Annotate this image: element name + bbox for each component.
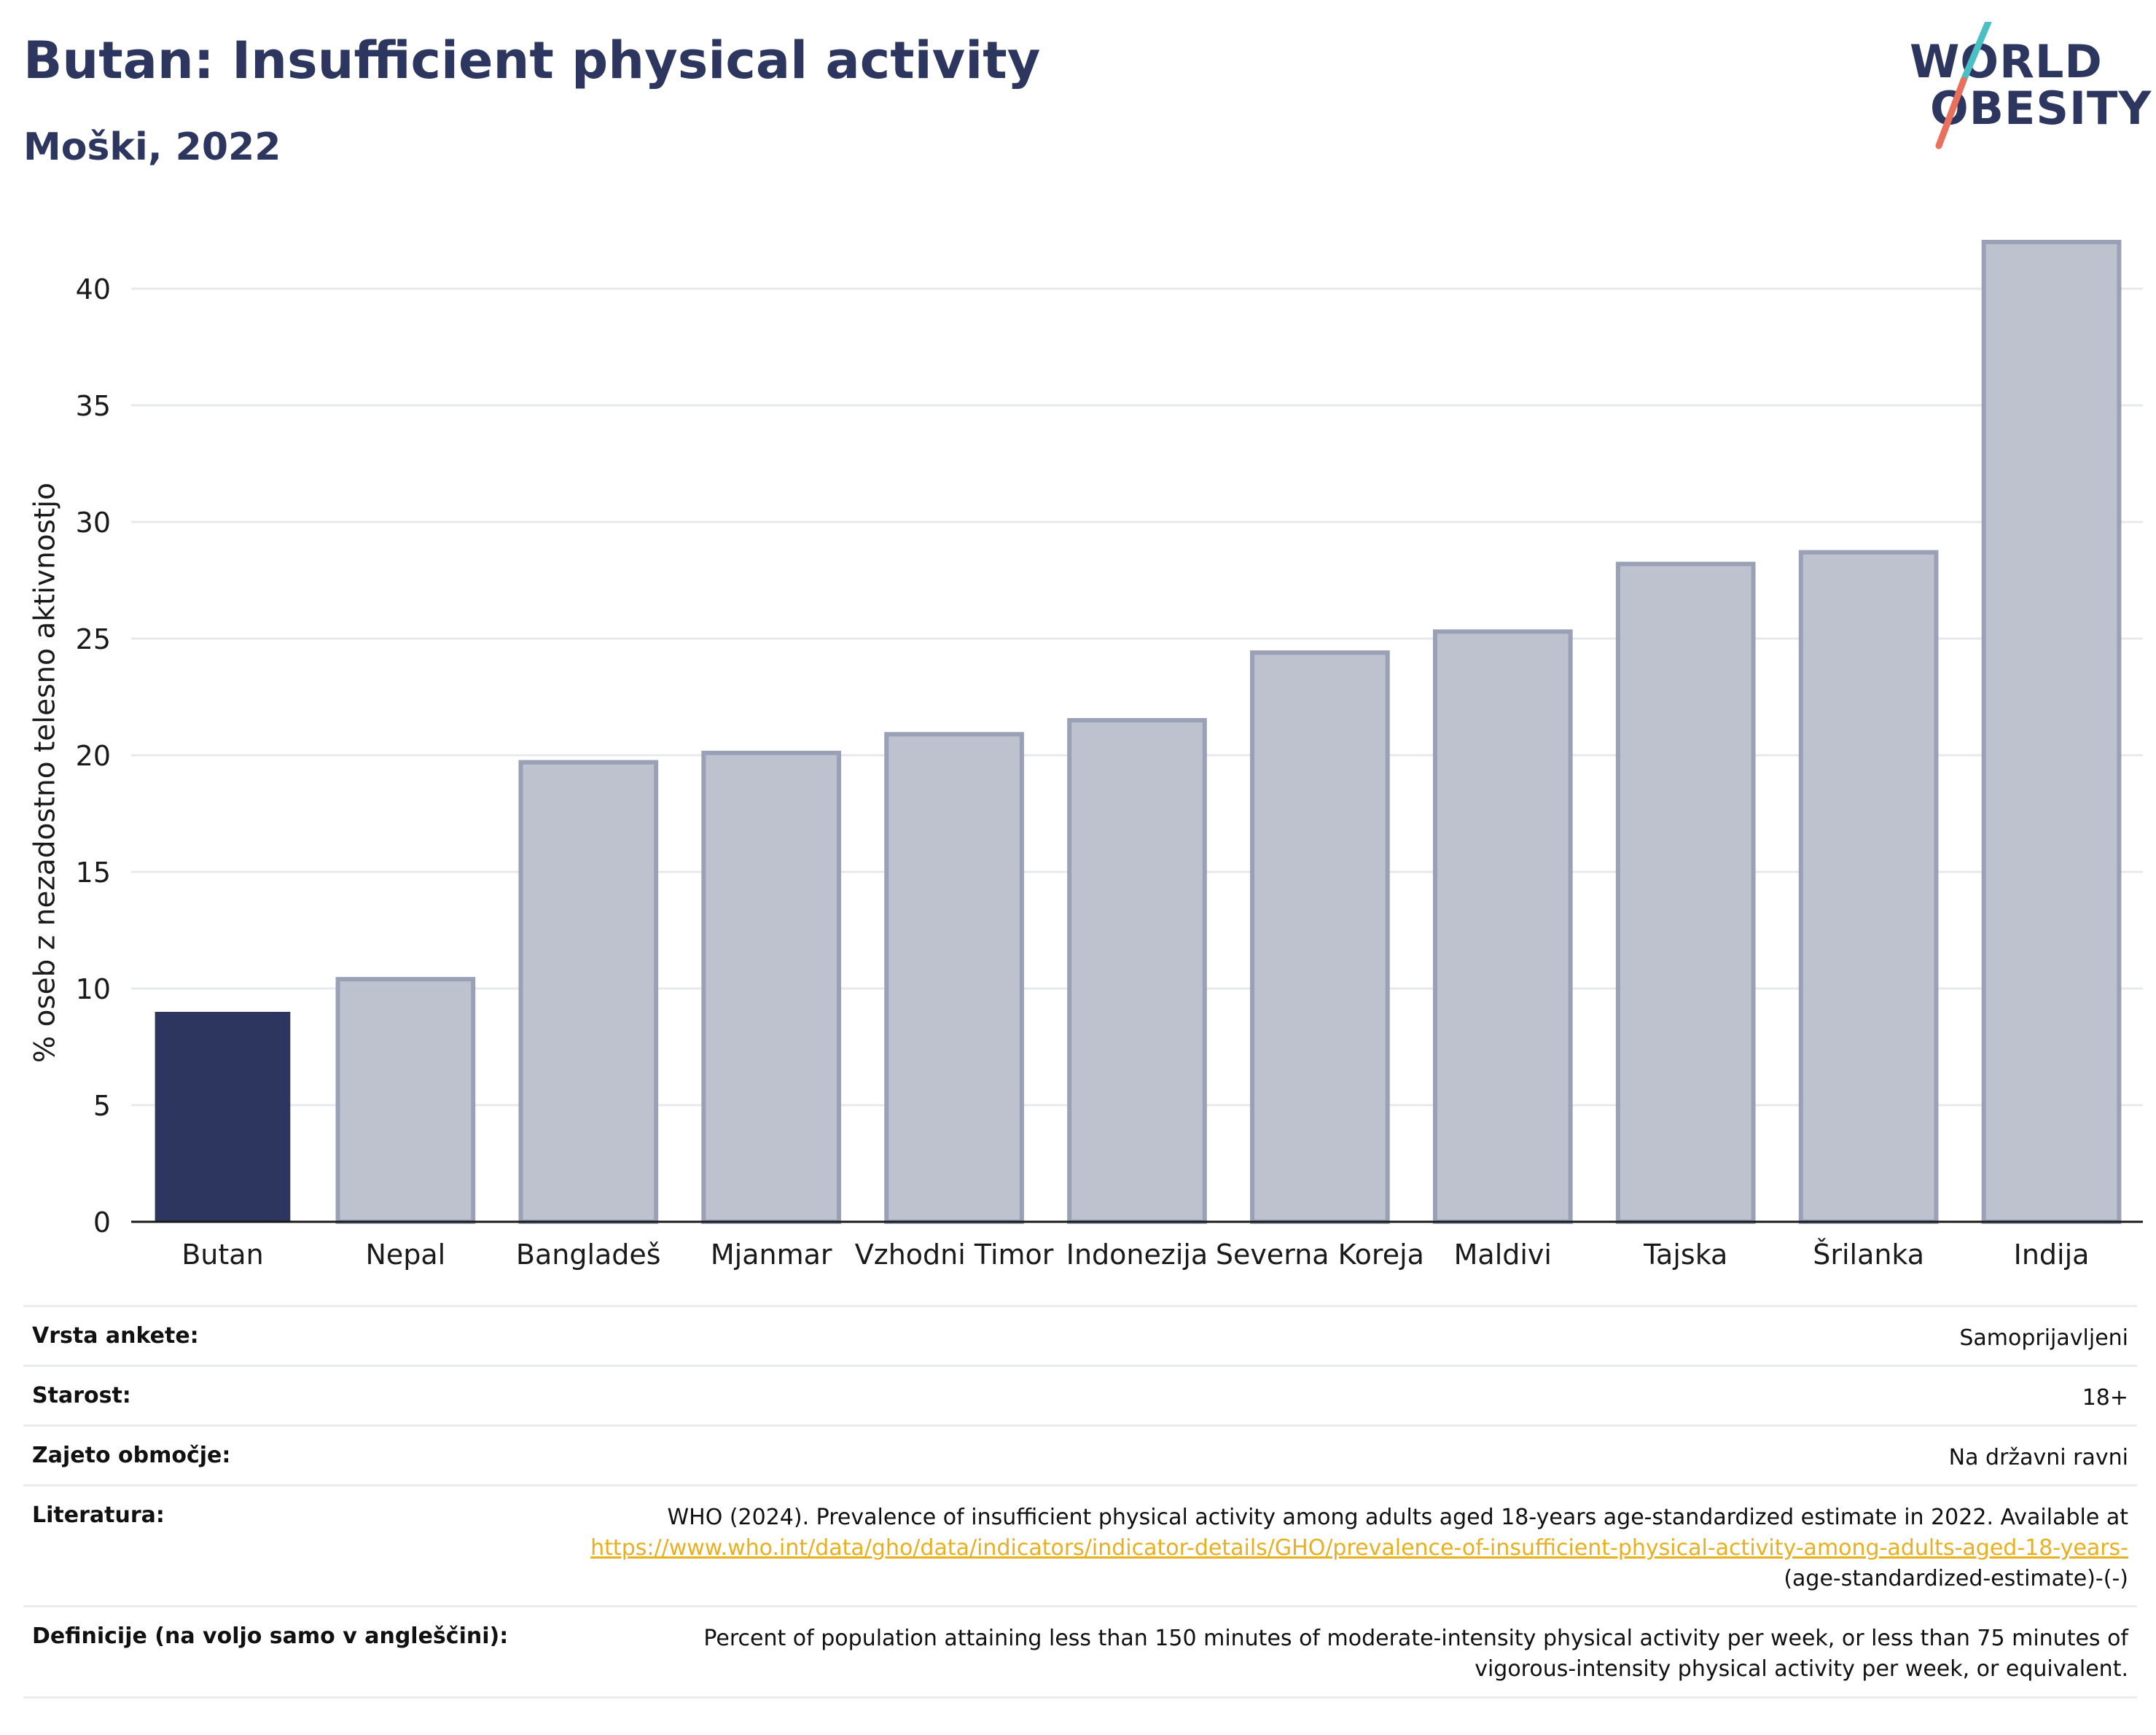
y-tick-label: 5 [93,1090,111,1122]
x-tick-label: Nepal [365,1239,445,1271]
reference-label: Literatura: [32,1502,165,1528]
info-table: Vrsta ankete: Samoprijavljeni Starost: 1… [23,1305,2137,1699]
x-tick-label: Šrilanka [1813,1239,1924,1271]
reference-tail: (age-standardized-estimate)-(-) [1784,1566,2128,1591]
survey-type-value: Samoprijavljeni [1959,1325,2128,1351]
bar [1981,240,2122,1224]
bar [1615,561,1756,1224]
info-row-age: Starost: 18+ [23,1365,2137,1424]
y-tick-label: 20 [76,740,111,772]
info-row-coverage: Zajeto območje: Na državni ravni [23,1424,2137,1484]
y-tick-label: 25 [76,623,111,655]
x-tick-label: Mjanmar [711,1239,832,1271]
bar [1432,629,1573,1224]
age-value: 18+ [2082,1385,2128,1411]
x-tick-label: Indonezija [1066,1239,1208,1271]
x-tick-label: Bangladeš [516,1239,661,1271]
reference-link[interactable]: https://www.who.int/data/gho/data/indica… [590,1535,2128,1561]
bar-highlight [155,1012,291,1222]
x-tick-label: Butan [181,1239,263,1271]
y-tick-label: 35 [76,390,111,422]
coverage-label: Zajeto območje: [32,1443,231,1468]
y-axis-label: % oseb z nezadostno telesno aktivnostjo [28,483,62,1063]
y-tick-label: 10 [76,973,111,1005]
logo-slash-icon [1935,22,1992,149]
bar [1250,650,1390,1224]
bar [335,977,476,1224]
logo-word-world: WORLD [1910,35,2103,88]
bar [518,760,659,1224]
chart-title: Butan: Insufficient physical activity [23,31,1041,90]
y-tick-label: 15 [76,857,111,889]
logo-word-obesity: OBESITY [1930,82,2152,135]
x-tick-label: Vzhodni Timor [855,1239,1054,1271]
info-row-survey-type: Vrsta ankete: Samoprijavljeni [23,1305,2137,1365]
definition-text: Percent of population attaining less tha… [703,1626,2128,1682]
bar-chart: 0 5 10 15 20 25 30 35 40 Butan Nepal Bangladeš Mjanm… [76,240,2143,1271]
reference-text: WHO (2024). Prevalence of insufficient p… [667,1505,2128,1530]
x-tick-label: Tajska [1643,1239,1727,1271]
bar [701,750,842,1225]
x-tick-label: Severna Koreja [1216,1239,1424,1271]
bar [1798,550,1939,1224]
bar [1067,718,1207,1224]
x-tick-label: Maldivi [1454,1239,1552,1271]
bar [884,732,1024,1224]
survey-type-label: Vrsta ankete: [32,1323,199,1349]
y-tick-label: 30 [76,507,111,539]
definition-label: Definicije (na voljo samo v angleščini): [32,1623,509,1649]
age-label: Starost: [32,1383,131,1408]
y-tick-label: 40 [76,273,111,305]
reference-value: WHO (2024). Prevalence of insufficient p… [583,1502,2128,1594]
y-tick-label: 0 [93,1206,111,1239]
coverage-value: Na državni ravni [1948,1445,2128,1470]
chart-subtitle: Moški, 2022 [23,125,281,169]
x-tick-label: Indija [2014,1239,2090,1271]
info-row-definition: Definicije (na voljo samo v angleščini):… [23,1605,2137,1699]
info-row-reference: Literatura: WHO (2024). Prevalence of in… [23,1484,2137,1605]
world-obesity-logo: WORLD OBESITY [1902,22,2152,153]
